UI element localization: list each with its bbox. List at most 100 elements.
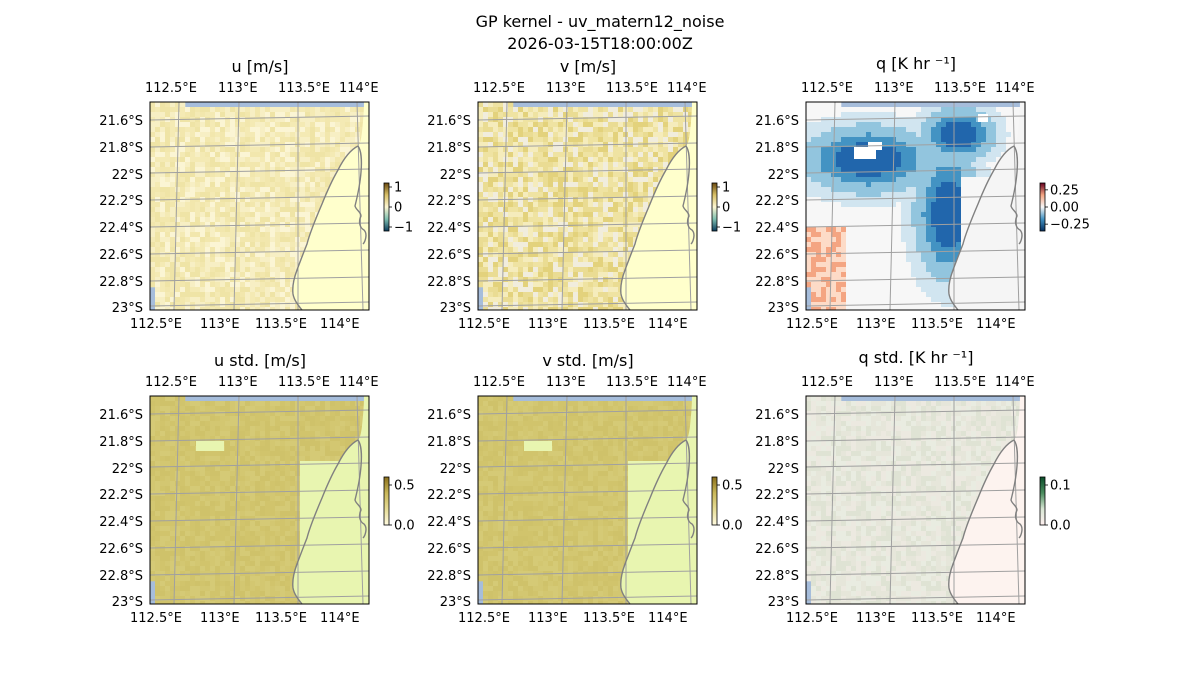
heatmap-cell (250, 182, 256, 188)
heatmap-cell (493, 282, 499, 288)
heatmap-cell (911, 167, 917, 173)
heatmap-cell (841, 212, 847, 218)
heatmap-cell (836, 142, 842, 148)
heatmap-cell (688, 107, 694, 113)
heatmap-cell (941, 177, 947, 183)
heatmap-cell (811, 162, 817, 168)
heatmap-cell (846, 222, 852, 228)
heatmap-cell (150, 187, 156, 193)
heatmap-cell (508, 277, 514, 283)
heatmap-cell (533, 287, 539, 293)
heatmap-cell (265, 172, 271, 178)
heatmap-cell (613, 272, 619, 278)
heatmap-cell (265, 287, 271, 293)
heatmap-cell (901, 132, 907, 138)
heatmap-cell (210, 232, 216, 238)
heatmap-cell (901, 242, 907, 248)
heatmap-cell (220, 197, 226, 203)
heatmap-cell (285, 192, 291, 198)
heatmap-cell (678, 117, 684, 123)
heatmap-cell (558, 162, 564, 168)
heatmap-cell (588, 177, 594, 183)
heatmap-cell (598, 227, 604, 233)
heatmap-cell (270, 207, 276, 213)
heatmap-cell (826, 112, 832, 118)
heatmap-cell (931, 137, 937, 143)
heatmap-cell (911, 122, 917, 128)
heatmap-cell (956, 162, 962, 168)
heatmap-cell (991, 162, 997, 168)
meridian-line (356, 102, 364, 310)
heatmap-cell (310, 127, 316, 133)
heatmap-cell (593, 182, 599, 188)
heatmap-cell (976, 147, 982, 153)
heatmap-cell (881, 162, 887, 168)
heatmap-cell (225, 107, 231, 113)
heatmap-cell (290, 122, 296, 128)
heatmap-cell (205, 227, 211, 233)
heatmap-cell (563, 247, 569, 253)
heatmap-cell (653, 162, 659, 168)
heatmap-cell (971, 112, 977, 118)
heatmap-cell (518, 152, 524, 158)
heatmap-cell (265, 147, 271, 153)
heatmap-cell (598, 302, 604, 308)
heatmap-cell (926, 202, 932, 208)
heatmap-cell (568, 122, 574, 128)
heatmap-cell (806, 152, 812, 158)
heatmap-cell (488, 237, 494, 243)
heatmap-cell (608, 172, 614, 178)
heatmap-cell (150, 147, 156, 153)
heatmap-cell (673, 117, 679, 123)
heatmap-cell (911, 247, 917, 253)
heatmap-cell (533, 112, 539, 118)
heatmap-cell (926, 247, 932, 253)
heatmap-cell (240, 117, 246, 123)
heatmap-cell (290, 227, 296, 233)
parallel-line (150, 276, 369, 282)
heatmap-cell (668, 107, 674, 113)
panel-title-q: q [K hr ⁻¹] (876, 54, 956, 73)
heatmap-cell (658, 137, 664, 143)
heatmap-cell (583, 167, 589, 173)
heatmap-cell (846, 167, 852, 173)
heatmap-cell (806, 247, 812, 253)
heatmap-cell (931, 207, 937, 213)
heatmap-cell (523, 287, 529, 293)
panel-title-q-std: q std. [K hr ⁻¹] (858, 348, 974, 367)
heatmap-cell (160, 267, 166, 273)
heatmap-cell (483, 162, 489, 168)
heatmap-cell (220, 187, 226, 193)
heatmap-cell (523, 152, 529, 158)
heatmap-cell (493, 207, 499, 213)
heatmap-cell (210, 187, 216, 193)
heatmap-cell (325, 182, 331, 188)
heatmap-cell (518, 307, 524, 310)
heatmap-cell (488, 292, 494, 298)
heatmap-cell (330, 122, 336, 128)
heatmap-cell (966, 127, 972, 133)
heatmap-cell (345, 147, 351, 153)
heatmap-cell (906, 182, 912, 188)
heatmap-cell (290, 297, 296, 303)
heatmap-cell (170, 122, 176, 128)
heatmap-cell (906, 237, 912, 243)
heatmap-cell (971, 107, 977, 113)
heatmap-cell (598, 112, 604, 118)
heatmap-cell (315, 202, 321, 208)
heatmap-cell (613, 192, 619, 198)
heatmap-cell (851, 237, 857, 243)
heatmap-cell (488, 107, 494, 113)
heatmap-cell (250, 117, 256, 123)
heatmap-cell (155, 257, 161, 263)
heatmap-cell (568, 147, 574, 153)
heatmap-cell (498, 257, 504, 263)
parallel-line (478, 222, 697, 228)
heatmap-cell (916, 107, 922, 113)
heatmap-cell (643, 137, 649, 143)
heatmap-cell (941, 197, 947, 203)
heatmap-cell (533, 307, 539, 310)
peninsula-coastline (354, 145, 367, 245)
heatmap-cell (210, 137, 216, 143)
